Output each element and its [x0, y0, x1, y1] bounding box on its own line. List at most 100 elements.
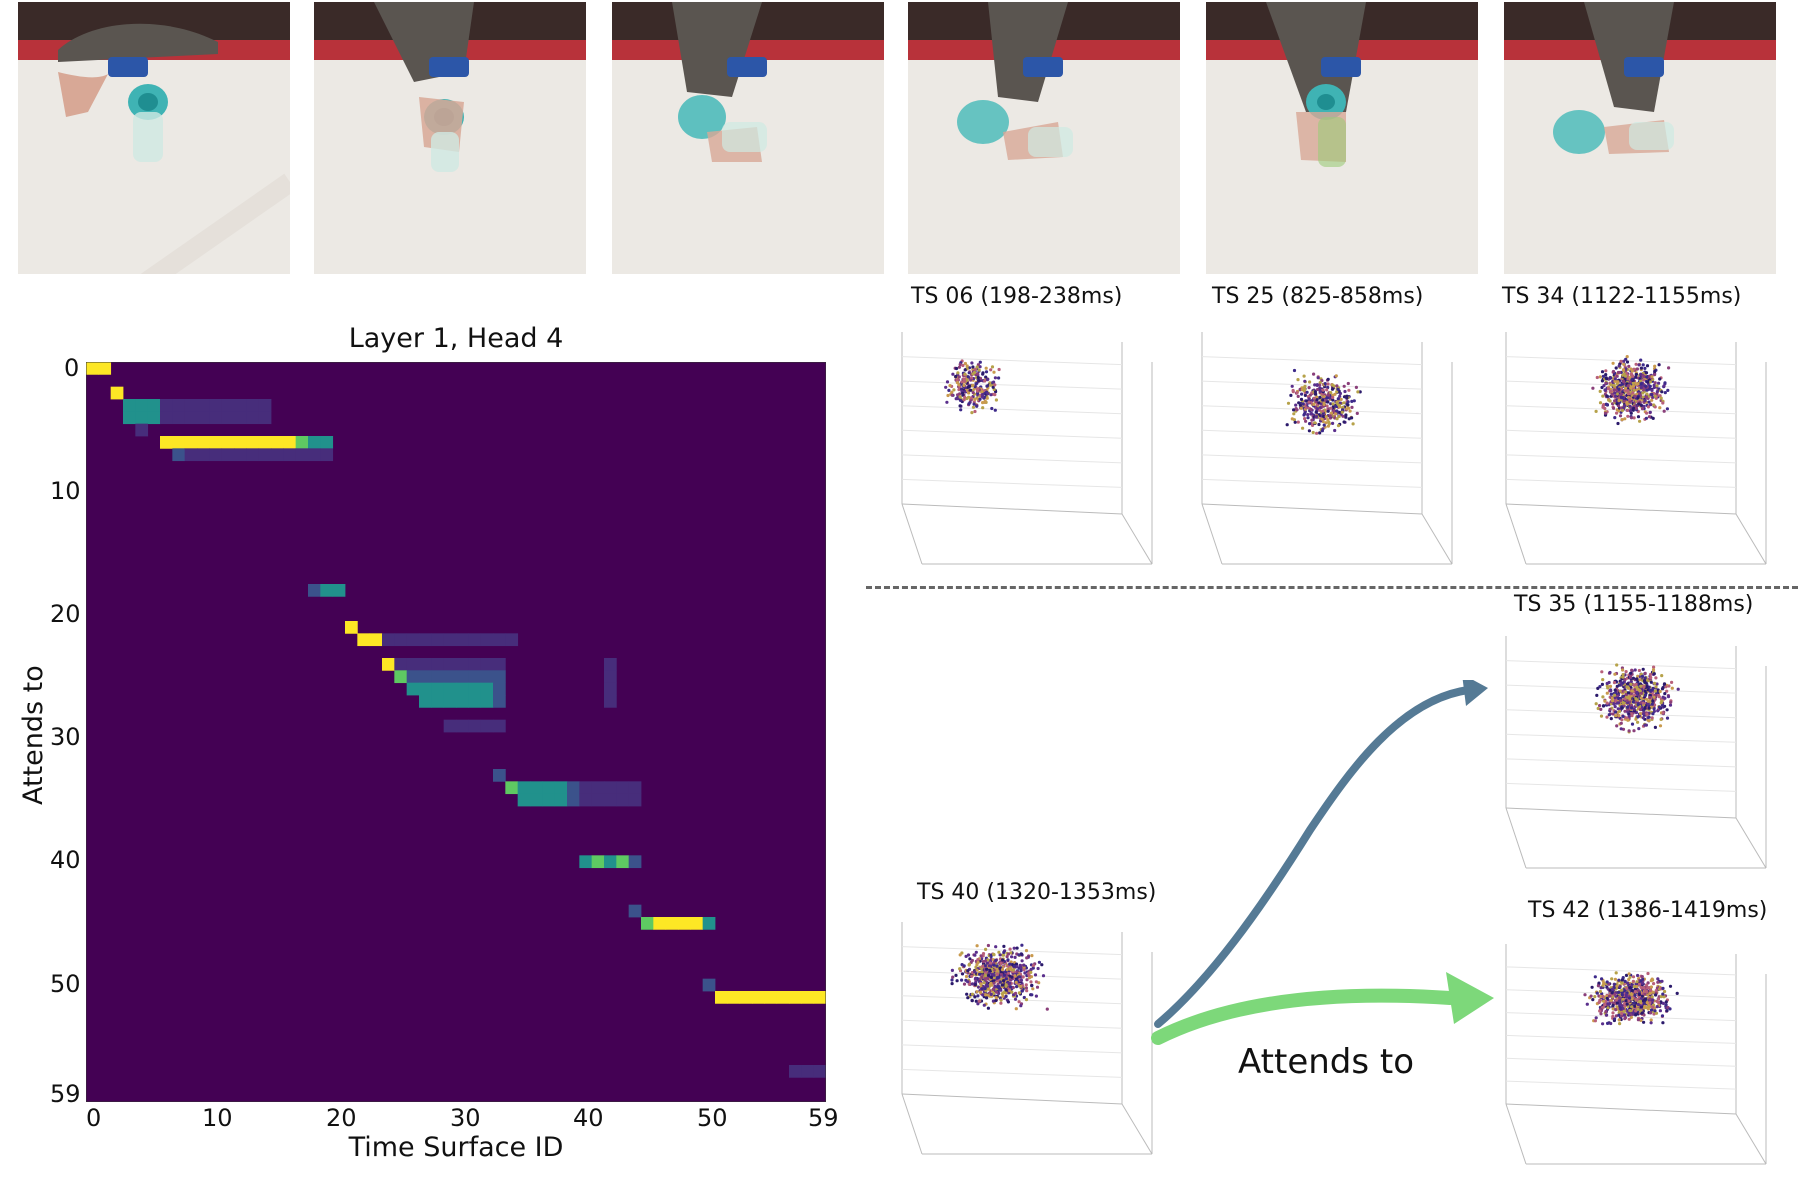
event-point: [1020, 943, 1024, 947]
event-point: [1303, 388, 1307, 392]
event-point: [1029, 970, 1033, 974]
event-point: [1624, 357, 1628, 361]
heatmap-cell: [468, 658, 482, 671]
event-point: [1644, 371, 1649, 375]
event-point: [1635, 985, 1639, 989]
event-point: [1614, 971, 1618, 975]
x-tick-0: 0: [86, 1104, 102, 1132]
heatmap-cell: [456, 719, 469, 733]
event-point: [1348, 409, 1352, 413]
event-point: [1004, 977, 1008, 981]
event-point: [1603, 699, 1607, 703]
event-point: [1010, 990, 1014, 994]
event-point: [999, 998, 1003, 1002]
event-point: [1638, 708, 1643, 712]
event-point: [1619, 1003, 1623, 1007]
event-point: [1601, 678, 1605, 682]
green-arrowhead-icon: [1446, 972, 1494, 1024]
event-point: [1623, 1001, 1627, 1006]
event-point: [1002, 973, 1007, 977]
event-point: [1613, 391, 1617, 395]
event-point: [1670, 680, 1674, 684]
event-point: [1645, 411, 1649, 415]
event-point: [971, 372, 975, 376]
event-point: [955, 381, 960, 385]
event-point: [1644, 697, 1649, 701]
heatmap-cell: [604, 658, 617, 671]
green-attention-arrow: [1151, 988, 1457, 1045]
event-point: [992, 370, 996, 374]
event-point: [992, 952, 996, 956]
event-point: [1285, 423, 1289, 427]
event-point: [971, 383, 975, 387]
event-point: [954, 397, 958, 401]
event-point: [1668, 984, 1673, 988]
event-point: [1019, 978, 1024, 982]
heatmap-cell: [456, 682, 469, 696]
event-point: [966, 969, 970, 973]
ts35-scatter: [1486, 626, 1776, 888]
event-point: [980, 975, 984, 979]
event-point: [988, 968, 992, 973]
event-point: [1600, 385, 1604, 390]
event-point: [1645, 983, 1649, 987]
event-point: [1643, 706, 1647, 710]
event-point: [1014, 991, 1018, 995]
event-point: [1315, 383, 1319, 387]
event-point: [1657, 1001, 1661, 1005]
event-point: [1636, 1002, 1640, 1007]
event-point: [1618, 699, 1623, 703]
event-point: [1660, 1014, 1665, 1018]
event-point: [1649, 676, 1653, 680]
heatmap-cell: [579, 855, 593, 869]
event-point: [1657, 363, 1661, 367]
event-point: [1663, 692, 1667, 696]
event-point: [983, 395, 987, 399]
event-point: [1652, 385, 1656, 390]
event-point: [1612, 388, 1616, 392]
event-point: [1617, 990, 1621, 994]
event-point: [1639, 386, 1643, 390]
event-point: [1617, 713, 1621, 718]
plot-grid-line: [1505, 684, 1737, 694]
heatmap-cell: [542, 781, 556, 795]
event-point: [1329, 406, 1333, 410]
event-point: [1619, 721, 1623, 725]
event-point: [1027, 973, 1031, 977]
event-point: [1583, 993, 1587, 997]
plot-grid-line: [1505, 454, 1737, 464]
event-point: [1611, 369, 1616, 374]
event-point: [1333, 428, 1337, 433]
event-point: [1631, 975, 1636, 979]
event-point: [1600, 379, 1604, 383]
event-point: [1617, 1013, 1621, 1017]
event-point: [1625, 1002, 1629, 1006]
event-point: [1642, 679, 1647, 683]
event-point: [1661, 986, 1665, 990]
event-point: [1627, 364, 1631, 368]
event-point: [1019, 984, 1023, 988]
event-point: [1625, 360, 1630, 364]
ts25-scatter: [1182, 322, 1462, 584]
blue-arrowhead-icon: [1462, 680, 1488, 706]
event-point: [1321, 398, 1325, 402]
event-point: [1604, 376, 1608, 380]
event-point: [1317, 422, 1321, 427]
event-point: [1640, 674, 1645, 678]
heatmap-cell: [456, 633, 469, 647]
event-point: [1627, 1011, 1631, 1015]
event-point: [1006, 1000, 1010, 1004]
event-point: [975, 990, 979, 994]
event-point: [1325, 404, 1329, 408]
heatmap-cell: [184, 436, 198, 449]
event-point: [1661, 1021, 1665, 1025]
heatmap-cell: [382, 633, 395, 647]
event-point: [1336, 397, 1340, 401]
event-point: [1294, 407, 1298, 411]
event-point: [1643, 689, 1647, 693]
event-point: [1651, 998, 1655, 1002]
event-point: [1624, 693, 1628, 697]
event-point: [997, 376, 1001, 380]
event-point: [1020, 952, 1024, 956]
event-point: [973, 970, 977, 974]
